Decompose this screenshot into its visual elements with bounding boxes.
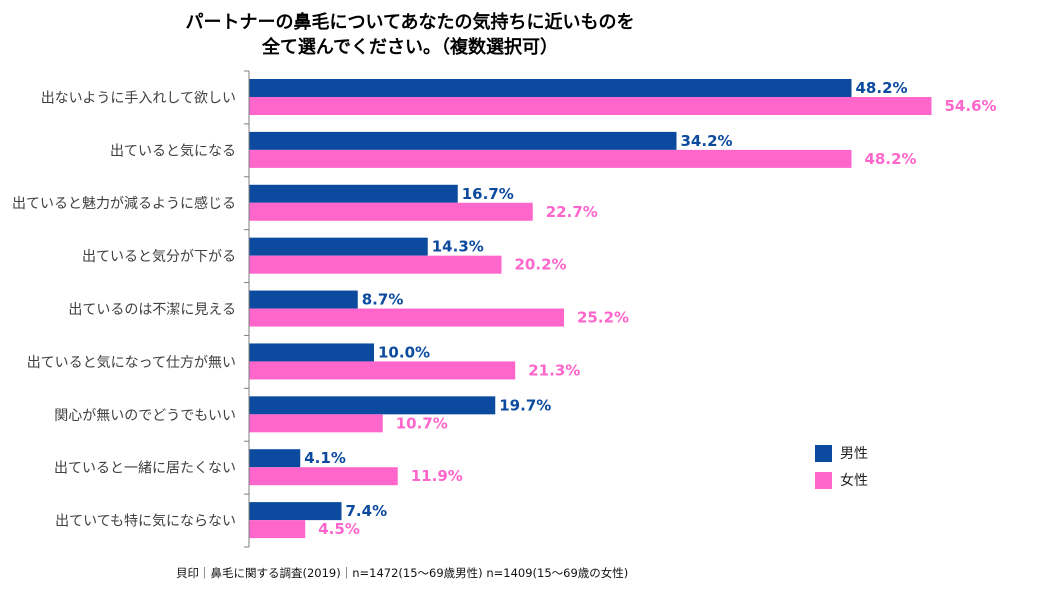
bar-male	[249, 396, 496, 415]
value-label-female: 21.3%	[528, 361, 580, 379]
category-label: 出ていると一緒に居たくない	[54, 461, 236, 477]
category-label: 出ていると気になって仕方が無い	[27, 355, 236, 371]
bar-female	[249, 97, 932, 115]
value-label-male: 14.3%	[432, 238, 484, 256]
bar-female	[249, 414, 383, 433]
value-label-female: 4.5%	[318, 520, 360, 538]
bar-male	[249, 343, 374, 362]
value-label-male: 8.7%	[362, 291, 404, 309]
value-label-male: 4.1%	[304, 449, 346, 467]
bar-female	[249, 520, 306, 539]
bar-male	[249, 184, 458, 203]
category-label: 出ていても特に気にならない	[55, 514, 236, 530]
bar-male	[249, 502, 342, 521]
bar-male	[249, 237, 428, 256]
bar-female	[249, 149, 852, 168]
value-label-female: 10.7%	[396, 414, 448, 432]
chart-title: パートナーの鼻毛についてあなたの気持ちに近いものを 全て選んでください。（複数選…	[150, 10, 670, 60]
value-label-male: 34.2%	[681, 132, 733, 150]
chart-title-line1: パートナーの鼻毛についてあなたの気持ちに近いものを	[185, 12, 635, 33]
value-label-male: 7.4%	[346, 502, 388, 520]
value-label-female: 25.2%	[577, 309, 629, 327]
category-label: 出ないように手入れして欲しい	[41, 90, 236, 106]
value-label-female: 22.7%	[546, 203, 598, 221]
legend-swatch-male	[815, 444, 832, 462]
bar-female	[249, 308, 564, 327]
legend-swatch-female	[815, 471, 832, 489]
bar-female	[249, 202, 533, 221]
value-label-female: 11.9%	[411, 467, 463, 485]
legend-label-male: 男性	[840, 446, 868, 462]
chart-title-line2: 全て選んでください。（複数選択可）	[261, 37, 559, 58]
bar-male	[249, 131, 677, 150]
bar-female	[249, 361, 516, 380]
value-label-female: 20.2%	[515, 256, 567, 274]
value-label-female: 54.6%	[945, 97, 997, 115]
legend-label-female: 女性	[840, 473, 868, 489]
bar-male	[249, 449, 301, 468]
category-label: 出ているのは不潔に見える	[68, 302, 236, 318]
value-label-male: 19.7%	[499, 396, 551, 414]
bar-male	[249, 290, 358, 309]
legend-item-male: 男性	[815, 441, 868, 465]
bar-male	[249, 79, 852, 97]
source-note: 貝印｜鼻毛に関する調査(2019)｜n=1472(15～69歳男性) n=140…	[176, 566, 629, 580]
legend: 男性 女性	[815, 441, 868, 495]
category-label: 出ていると気になる	[110, 143, 236, 159]
value-label-male: 16.7%	[462, 185, 514, 203]
value-label-male: 48.2%	[856, 79, 908, 97]
bar-female	[249, 467, 398, 486]
value-label-male: 10.0%	[378, 343, 430, 361]
category-label: 関心が無いのでどうでもいい	[54, 408, 236, 424]
legend-item-female: 女性	[815, 468, 868, 492]
bar-female	[249, 255, 502, 274]
category-label: 出ていると気分が下がる	[82, 249, 236, 265]
category-label: 出ていると魅力が減るように感じる	[12, 195, 236, 212]
value-label-female: 48.2%	[865, 150, 917, 168]
